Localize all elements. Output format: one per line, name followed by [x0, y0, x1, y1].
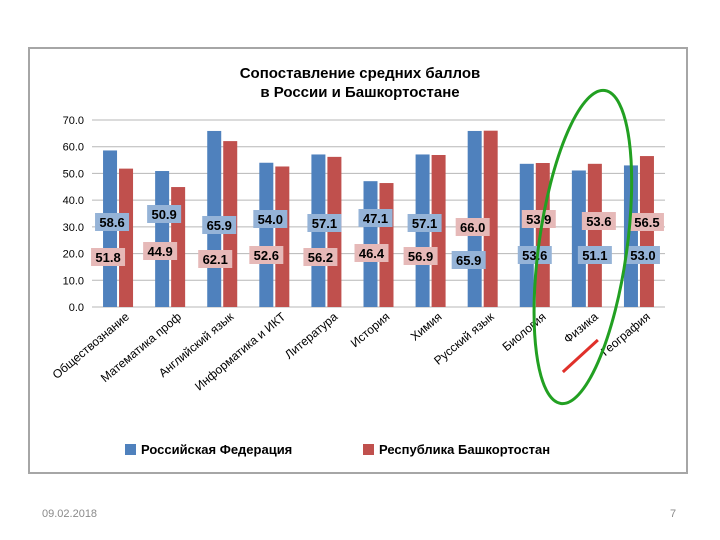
data-label: 56.9	[408, 249, 433, 264]
legend-label: Республика Башкортостан	[379, 442, 550, 457]
bar-rb	[119, 168, 134, 307]
data-label: 53.0	[630, 248, 655, 263]
data-label-box	[354, 244, 389, 262]
y-tick-label: 30.0	[63, 222, 84, 234]
x-category-label: Литература	[282, 309, 341, 361]
data-label-box	[303, 248, 338, 266]
annotations	[532, 88, 634, 406]
data-label: 47.1	[363, 211, 388, 226]
data-label-box	[451, 251, 486, 269]
y-tick-label: 40.0	[63, 195, 84, 207]
data-label: 57.1	[412, 216, 437, 231]
data-label: 65.9	[456, 253, 481, 268]
chart-title-line-2: в России и Башкортостане	[260, 84, 459, 101]
data-label: 56.5	[634, 215, 659, 230]
gridlines	[92, 119, 665, 308]
data-label-box	[307, 214, 342, 232]
strike-mark	[561, 338, 599, 374]
y-tick-label: 60.0	[63, 142, 84, 154]
data-label-box	[95, 213, 130, 231]
bar-rf	[571, 170, 586, 307]
data-label-box	[517, 246, 552, 264]
bar-rf	[155, 171, 170, 307]
data-label: 54.0	[258, 212, 283, 227]
data-label: 51.1	[582, 248, 607, 263]
data-label: 53.6	[586, 214, 611, 229]
data-label-box	[358, 209, 393, 227]
data-label-box	[253, 210, 288, 228]
data-label: 53.6	[522, 248, 547, 263]
data-label: 50.9	[151, 207, 176, 222]
data-label-box	[91, 248, 126, 266]
data-label-box	[629, 213, 664, 231]
data-label-box	[147, 205, 182, 223]
data-label: 53.9	[526, 212, 551, 227]
y-tick-label: 50.0	[63, 168, 84, 180]
data-label-box	[577, 246, 612, 264]
data-label: 52.6	[254, 248, 279, 263]
data-label-box	[581, 212, 616, 230]
data-label-box	[198, 250, 233, 268]
y-tick-label: 20.0	[63, 249, 84, 261]
bar-rb	[483, 130, 498, 307]
data-label-box	[625, 246, 660, 264]
data-label-box	[521, 210, 556, 228]
bar-rb	[275, 166, 290, 307]
data-label: 44.9	[147, 244, 172, 259]
bar-rf	[519, 163, 534, 307]
data-label-box	[143, 242, 178, 260]
y-tick-label: 0.0	[69, 302, 84, 314]
data-label: 56.2	[308, 250, 333, 265]
data-label: 57.1	[312, 216, 337, 231]
footer-date: 09.02.2018	[42, 508, 98, 520]
legend-swatch	[363, 444, 374, 455]
data-label-box	[249, 246, 284, 264]
x-category-label: Биология	[500, 310, 549, 354]
chart-title-line-1: Сопоставление средних баллов	[240, 65, 481, 82]
data-label: 46.4	[359, 246, 385, 261]
data-label-box	[455, 218, 490, 236]
x-category-label: История	[348, 310, 393, 351]
bar-rf	[623, 165, 638, 307]
data-labels: 58.6 50.9 65.9 54.0 57.1 47.1 57.1 66.0 53.9 53.6…	[91, 205, 664, 269]
data-label: 65.9	[207, 218, 232, 233]
data-label-box	[407, 214, 442, 232]
highlight-ellipse	[532, 88, 634, 406]
bar-rb	[535, 163, 550, 307]
legend-label: Российская Федерация	[141, 442, 292, 457]
data-label: 66.0	[460, 220, 485, 235]
x-category-label: Химия	[408, 310, 445, 344]
data-label: 62.1	[203, 252, 228, 267]
bar-rb	[639, 156, 654, 307]
data-label-box	[202, 216, 237, 234]
data-label: 58.6	[99, 215, 124, 230]
x-category-label: Информатика и ИКТ	[192, 309, 289, 393]
x-category-label: География	[598, 310, 653, 359]
data-label: 51.8	[95, 250, 120, 265]
legend-swatch	[125, 444, 136, 455]
data-label-box	[403, 247, 438, 265]
bar-rf	[259, 162, 274, 307]
y-axis-ticks: 0.0 10.0 20.0 30.0 40.0 50.0 60.0 70.0	[63, 115, 84, 314]
legend: Российская Федерация Республика Башкортос…	[125, 442, 550, 457]
page-number: 7	[670, 508, 677, 520]
bar-rb	[587, 163, 602, 307]
y-tick-label: 70.0	[63, 115, 84, 127]
y-tick-label: 10.0	[63, 275, 84, 287]
